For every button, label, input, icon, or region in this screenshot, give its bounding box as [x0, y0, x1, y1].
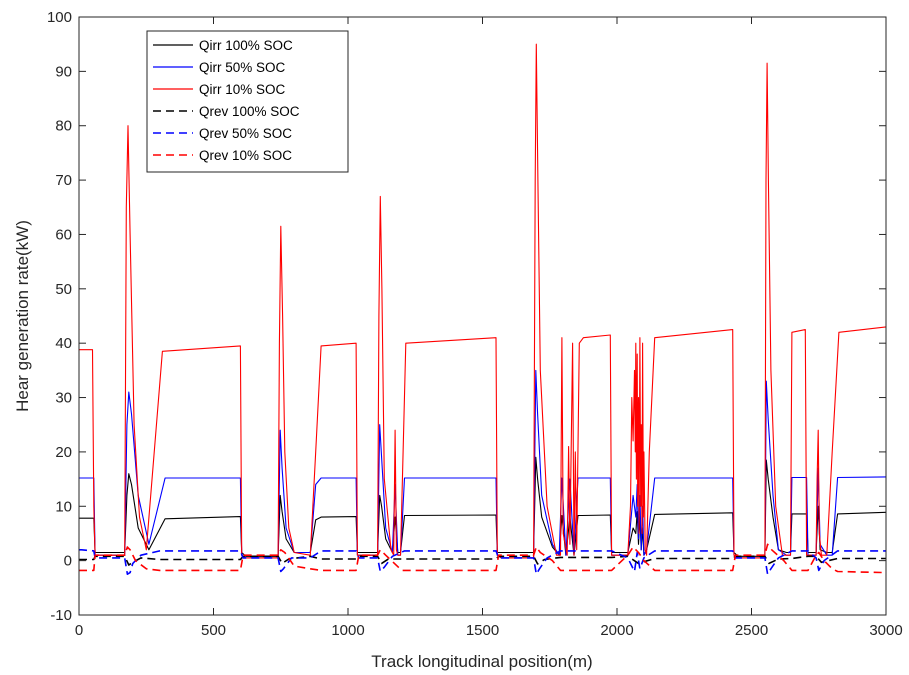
x-tick-label: 0 — [75, 622, 83, 639]
x-tick-label: 1500 — [466, 622, 499, 639]
y-tick-label: 0 — [64, 553, 72, 570]
y-tick-label: 80 — [55, 118, 72, 135]
series-line-qrev-100-soc — [79, 555, 886, 566]
series-layer — [79, 43, 886, 576]
x-axis-label: Track longitudinal position(m) — [371, 652, 592, 671]
legend-label: Qrev 100% SOC — [199, 104, 300, 119]
x-tick-label: 3000 — [869, 622, 902, 639]
ticks-layer: 0 500 1000 1500 2000 2500 3000-100102030405060… — [47, 9, 903, 639]
legend-label: Qirr 50% SOC — [199, 60, 286, 75]
legend-label: Qirr 100% SOC — [199, 38, 293, 53]
x-tick-label: 500 — [201, 622, 226, 639]
legend-label: Qirr 10% SOC — [199, 82, 286, 97]
y-tick-label: -10 — [50, 607, 72, 624]
y-tick-label: 10 — [55, 498, 72, 515]
legend-box — [146, 30, 349, 173]
legend: Qirr 100% SOC Qirr 50% SOC Qirr 10% SOC Qre… — [146, 30, 349, 173]
y-tick-label: 70 — [55, 172, 72, 189]
x-tick-label: 1000 — [331, 622, 364, 639]
y-tick-label: 60 — [55, 226, 72, 243]
y-tick-label: 40 — [55, 335, 72, 352]
y-tick-label: 90 — [55, 63, 72, 80]
y-tick-label: 50 — [55, 281, 72, 298]
series-line-qrev-10-soc — [79, 543, 886, 574]
series-line-qirr-10-soc — [79, 43, 886, 559]
y-axis-label: Hear generation rate(kW) — [13, 220, 32, 412]
y-tick-label: 100 — [47, 9, 72, 26]
legend-label: Qrev 10% SOC — [199, 148, 292, 163]
y-tick-label: 30 — [55, 390, 72, 407]
x-tick-label: 2500 — [735, 622, 768, 639]
y-tick-label: 20 — [55, 444, 72, 461]
legend-label: Qrev 50% SOC — [199, 126, 292, 141]
series-line-qrev-50-soc — [79, 548, 886, 576]
x-tick-label: 2000 — [600, 622, 633, 639]
